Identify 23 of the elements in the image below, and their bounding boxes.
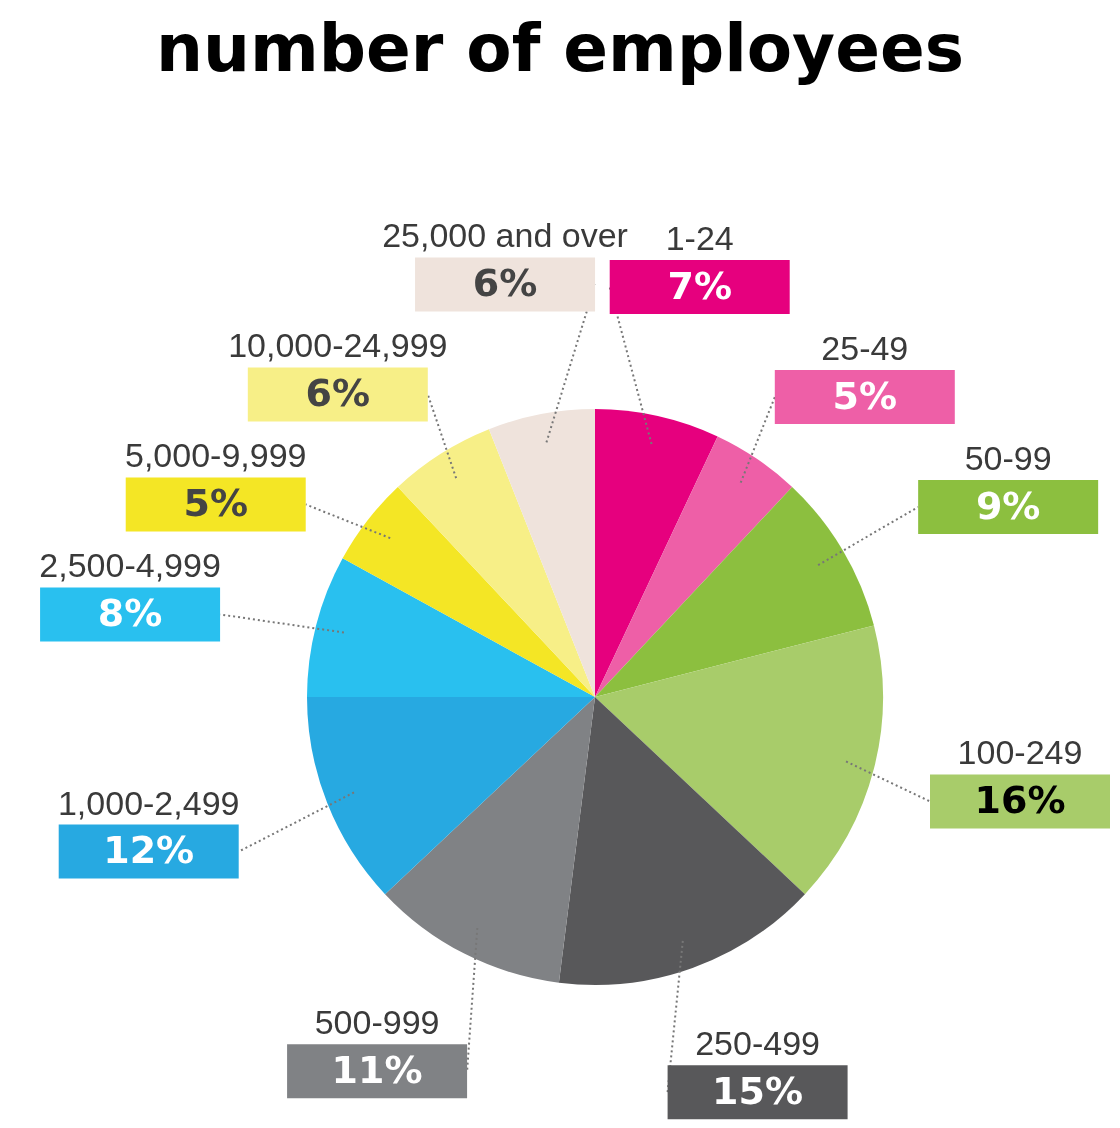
data-label: 15% bbox=[712, 1069, 804, 1114]
slice-label: 50-99 bbox=[964, 439, 1052, 478]
data-label: 8% bbox=[97, 591, 163, 636]
data-label: 11% bbox=[331, 1048, 423, 1093]
slice-label: 100-249 bbox=[957, 733, 1083, 772]
data-label: 6% bbox=[305, 371, 371, 416]
slice-label: 25,000 and over bbox=[382, 216, 628, 255]
slice-label: 500-999 bbox=[314, 1003, 440, 1042]
slice-label: 10,000-24,999 bbox=[228, 326, 448, 365]
data-label: 5% bbox=[183, 481, 248, 526]
data-label: 6% bbox=[472, 261, 538, 306]
data-label: 16% bbox=[974, 778, 1066, 823]
slice-label: 250-499 bbox=[695, 1024, 820, 1063]
slice-label: 25-49 bbox=[821, 329, 909, 368]
slice-label: 2,500-4,999 bbox=[39, 546, 221, 585]
slice-label: 5,000-9,999 bbox=[124, 436, 307, 475]
data-label: 5% bbox=[832, 373, 898, 418]
slice-label: 1,000-2,499 bbox=[57, 783, 240, 822]
data-label: 12% bbox=[103, 828, 195, 873]
data-label: 7% bbox=[667, 263, 732, 308]
data-label: 9% bbox=[975, 483, 1041, 528]
slice-label: 1-24 bbox=[665, 219, 734, 258]
chart-title: number of employees bbox=[155, 10, 965, 87]
